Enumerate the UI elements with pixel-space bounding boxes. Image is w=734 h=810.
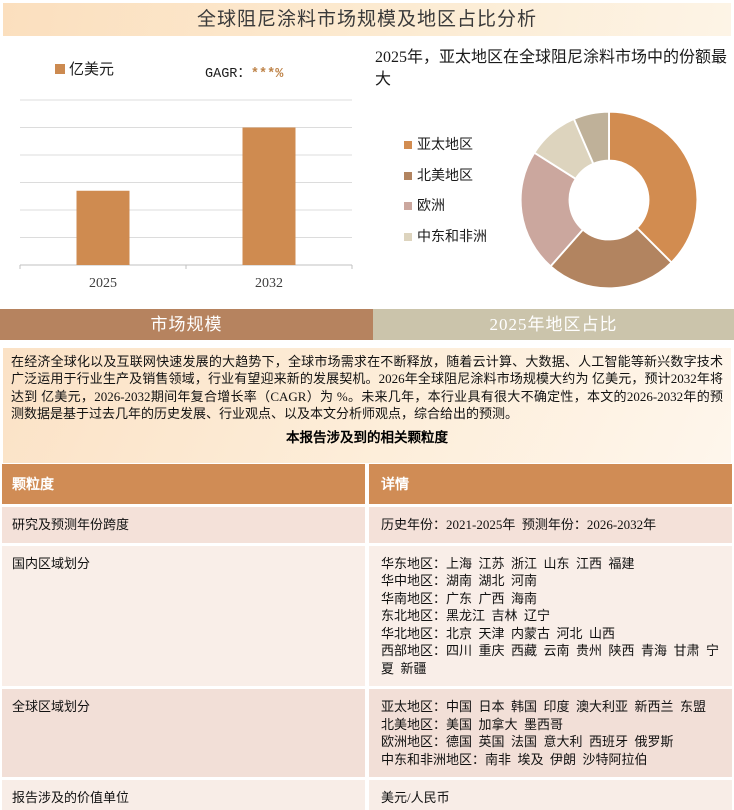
row-detail: 亚太地区：中国 日本 韩国 印度 澳大利亚 新西兰 东盟 北美地区：美国 加拿大… <box>369 689 732 777</box>
row-detail: 美元/人民币 <box>369 780 732 810</box>
donut-slice-欧洲 <box>519 151 585 268</box>
donut-legend: 亚太地区北美地区欧洲中东和非洲 <box>404 137 496 259</box>
donut-slice-北美地区 <box>549 226 673 290</box>
legend-swatch-icon <box>404 171 412 180</box>
row-label: 全球区域划分 <box>2 689 365 777</box>
table-header-row: 颗粒度 详情 <box>2 464 732 504</box>
section-tabs: 市场规模 2025年地区占比 <box>0 309 734 340</box>
x-tick-label: 2032 <box>255 276 283 291</box>
bar-2032 <box>242 127 296 265</box>
header-details: 详情 <box>369 464 732 504</box>
legend-swatch-icon <box>404 202 412 210</box>
cagr-label: GAGR： <box>205 67 251 82</box>
region-share-donut-panel: 2025年，亚太地区在全球阻尼涂料市场中的份额最大 亚太地区北美地区欧洲中东和非… <box>372 45 732 303</box>
granularity-table: 颗粒度 详情 研究及预测年份跨度 历史年份：2021-2025年 预测年份：202… <box>2 464 732 810</box>
legend-swatch-icon <box>55 63 65 74</box>
table-row: 报告涉及的价值单位 美元/人民币 <box>2 780 732 810</box>
donut-legend-label: 北美地区 <box>417 168 473 184</box>
x-tick-label: 2025 <box>89 276 117 291</box>
table-rows: 研究及预测年份跨度 历史年份：2021-2025年 预测年份：2026-2032年… <box>2 507 732 810</box>
donut-legend-item: 欧洲 <box>404 198 496 216</box>
row-label: 研究及预测年份跨度 <box>2 507 365 543</box>
cagr-annotation: GAGR：***% <box>205 61 283 82</box>
donut-chart-title: 2025年，亚太地区在全球阻尼涂料市场中的份额最大 <box>375 49 728 89</box>
tab-market-size[interactable]: 市场规模 <box>0 309 373 340</box>
donut-legend-item: 亚太地区 <box>404 137 496 155</box>
summary-section: 在经济全球化以及互联网快速发展的大趋势下，全球市场需求在不断释放，随着云计算、大… <box>3 348 731 463</box>
summary-paragraph: 在经济全球化以及互联网快速发展的大趋势下，全球市场需求在不断释放，随着云计算、大… <box>11 354 723 422</box>
donut-legend-item: 中东和非洲 <box>404 229 496 247</box>
donut-legend-label: 欧洲 <box>417 199 445 214</box>
market-size-bar-chart-panel: 亿美元 GAGR：***% 2025 2032 <box>8 45 364 303</box>
bar-legend-label: 亿美元 <box>69 62 115 78</box>
table-row: 国内区域划分 华东地区：上海 江苏 浙江 山东 江西 福建 华中地区：湖南 湖北 … <box>2 545 732 686</box>
donut-slice-unlabeled <box>572 110 610 165</box>
row-detail: 历史年份：2021-2025年 预测年份：2026-2032年 <box>369 507 732 543</box>
donut-legend-label: 亚太地区 <box>417 138 473 153</box>
donut-chart-svg <box>519 110 699 290</box>
donut-legend-label: 中东和非洲 <box>417 229 487 245</box>
tab-region-share[interactable]: 2025年地区占比 <box>373 309 734 340</box>
donut-legend-item: 北美地区 <box>404 168 496 186</box>
bar-2025 <box>76 190 130 265</box>
cagr-value: ***% <box>250 67 284 82</box>
page-title: 全球阻尼涂料市场规模及地区占比分析 <box>3 3 731 36</box>
bar-chart-legend: 亿美元 <box>55 58 114 79</box>
row-detail: 华东地区：上海 江苏 浙江 山东 江西 福建 华中地区：湖南 湖北 河南 华南地… <box>369 545 732 686</box>
granularity-table-title: 本报告涉及到的相关颗粒度 <box>286 429 448 445</box>
donut-slice-亚太地区 <box>608 110 699 264</box>
legend-swatch-icon <box>404 232 412 241</box>
row-label: 国内区域划分 <box>2 545 365 686</box>
legend-swatch-icon <box>404 141 412 149</box>
table-row: 全球区域划分 亚太地区：中国 日本 韩国 印度 澳大利亚 新西兰 东盟 北美地区：… <box>2 689 732 777</box>
header-granularity: 颗粒度 <box>2 464 365 504</box>
bar-chart-svg: 2025 2032 <box>19 99 353 291</box>
table-row: 研究及预测年份跨度 历史年份：2021-2025年 预测年份：2026-2032年 <box>2 507 732 543</box>
row-label: 报告涉及的价值单位 <box>2 780 365 810</box>
